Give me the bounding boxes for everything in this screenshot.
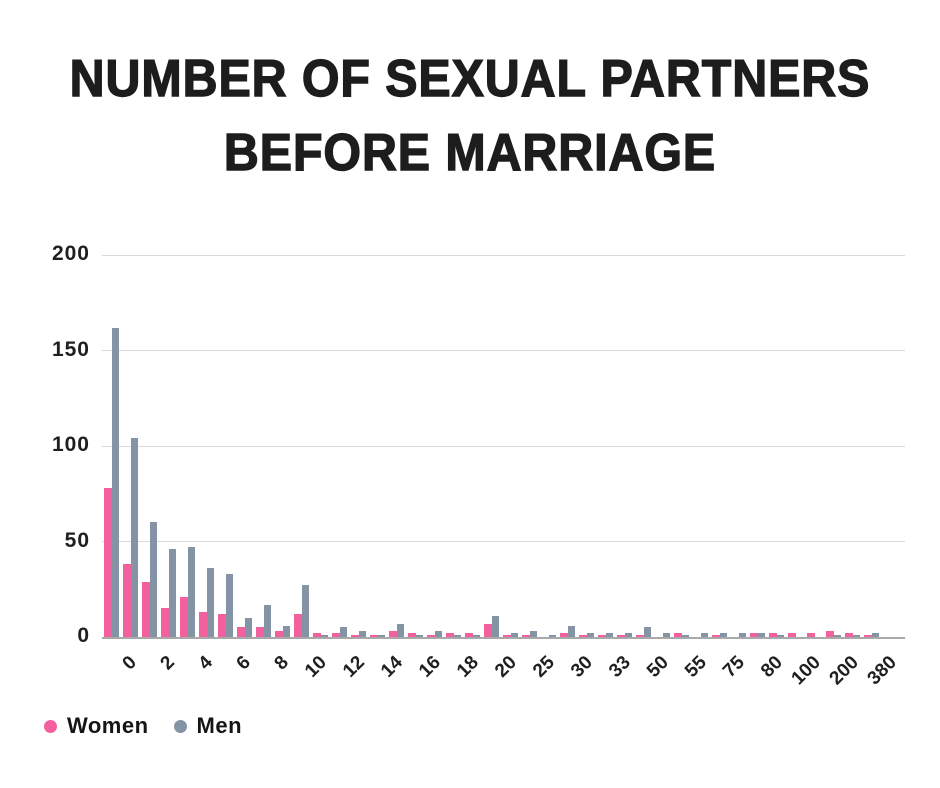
bar-men-14 bbox=[377, 635, 385, 637]
y-tick-label: 150 bbox=[51, 337, 90, 361]
bar-men-x9 bbox=[282, 625, 290, 637]
bar-women-x5 bbox=[199, 612, 207, 637]
bar-women-75 bbox=[712, 635, 720, 637]
legend-label-men: Men bbox=[196, 713, 243, 738]
bar-women-16 bbox=[408, 633, 416, 637]
bar-men-18 bbox=[453, 635, 461, 637]
bar-men-0 bbox=[111, 327, 119, 637]
bar-men-x13 bbox=[358, 631, 366, 637]
bar-women-100 bbox=[788, 633, 796, 637]
bar-women-6 bbox=[218, 614, 226, 637]
bar-men-25 bbox=[529, 631, 537, 637]
bar-men-10 bbox=[301, 585, 309, 637]
bar-women-x3 bbox=[161, 608, 169, 637]
legend-dot-men-icon bbox=[173, 719, 187, 733]
bar-men-55 bbox=[681, 635, 689, 637]
bar-women-33 bbox=[598, 635, 606, 637]
chart-title-line-2: BEFORE MARRIAGE bbox=[223, 123, 717, 182]
bar-men-200 bbox=[833, 635, 841, 637]
x-axis-line bbox=[102, 637, 905, 639]
bar-men-20 bbox=[491, 615, 499, 637]
bar-men-x33 bbox=[738, 633, 746, 637]
bar-women-x15 bbox=[389, 631, 397, 637]
chart-legend: Women Men bbox=[44, 711, 242, 741]
bar-men-6 bbox=[225, 573, 233, 637]
gridline-y-50 bbox=[102, 541, 905, 542]
bar-women-x17 bbox=[427, 635, 435, 637]
bar-men-75 bbox=[719, 633, 727, 637]
bar-men-x11 bbox=[320, 635, 328, 637]
bar-men-x15 bbox=[396, 623, 404, 637]
bar-men-8 bbox=[263, 604, 271, 637]
bar-women-2 bbox=[142, 581, 150, 637]
bar-men-x1 bbox=[130, 438, 138, 637]
bar-women-14 bbox=[370, 635, 378, 637]
bar-women-x11 bbox=[313, 633, 321, 637]
bar-women-55 bbox=[674, 633, 682, 637]
y-tick-label: 100 bbox=[51, 433, 90, 456]
bar-women-20 bbox=[484, 623, 492, 637]
bar-women-x25 bbox=[579, 635, 587, 637]
bar-women-380 bbox=[864, 635, 872, 637]
bar-men-x27 bbox=[624, 633, 632, 637]
bar-men-x39 bbox=[852, 635, 860, 637]
bar-women-x7 bbox=[237, 627, 245, 637]
bar-men-50 bbox=[643, 627, 651, 637]
bar-men-x7 bbox=[244, 617, 252, 637]
bar-women-x21 bbox=[503, 635, 511, 637]
bar-women-25 bbox=[522, 635, 530, 637]
gridline-y-100 bbox=[102, 445, 905, 447]
bar-women-18 bbox=[446, 633, 454, 637]
bar-women-x1 bbox=[123, 564, 131, 637]
legend-dot-women-icon bbox=[44, 719, 57, 733]
bar-men-4 bbox=[187, 547, 195, 637]
gridline-y-150 bbox=[102, 350, 905, 351]
bar-women-x9 bbox=[275, 631, 283, 637]
bar-women-x19 bbox=[465, 633, 473, 637]
bar-men-x35 bbox=[776, 635, 784, 637]
bar-men-380 bbox=[871, 633, 879, 637]
bar-men-x3 bbox=[168, 549, 176, 637]
chart-title: NUMBER OF SEXUAL PARTNERS BEFORE MARRIAG… bbox=[33, 42, 907, 190]
bar-women-50 bbox=[636, 635, 644, 637]
bar-men-x5 bbox=[206, 568, 214, 637]
bar-men-x29 bbox=[662, 633, 670, 637]
y-tick-label: 50 bbox=[64, 528, 90, 552]
bar-women-30 bbox=[560, 633, 568, 637]
bar-men-30 bbox=[567, 625, 575, 637]
bar-men-80 bbox=[757, 633, 765, 637]
bar-men-x19 bbox=[472, 635, 480, 637]
bar-women-12 bbox=[332, 633, 340, 637]
bar-women-8 bbox=[256, 627, 264, 637]
legend-label-women: Women bbox=[67, 713, 149, 738]
gridline-y-200 bbox=[102, 254, 905, 256]
bar-women-80 bbox=[750, 633, 758, 637]
bar-men-2 bbox=[149, 522, 157, 637]
y-tick-label: 200 bbox=[51, 242, 90, 265]
bar-women-4 bbox=[180, 596, 188, 637]
bar-women-200 bbox=[826, 631, 834, 637]
bar-men-x25 bbox=[586, 633, 594, 637]
bar-men-33 bbox=[605, 633, 613, 637]
bar-men-x31 bbox=[700, 633, 708, 637]
chart-title-line-1: NUMBER OF SEXUAL PARTNERS bbox=[69, 49, 871, 108]
bar-women-x27 bbox=[617, 635, 625, 637]
bar-women-0 bbox=[104, 488, 112, 637]
bar-women-x35 bbox=[769, 633, 777, 637]
bar-women-x37 bbox=[807, 633, 815, 637]
bar-men-16 bbox=[415, 635, 423, 637]
bar-men-x23 bbox=[548, 635, 556, 637]
bar-men-x17 bbox=[434, 631, 442, 637]
bar-women-10 bbox=[294, 614, 302, 637]
bar-women-x39 bbox=[845, 633, 853, 637]
y-tick-label: 0 bbox=[77, 624, 90, 647]
bar-women-x13 bbox=[351, 635, 359, 637]
bar-men-x21 bbox=[510, 633, 518, 637]
bar-men-12 bbox=[339, 627, 347, 637]
